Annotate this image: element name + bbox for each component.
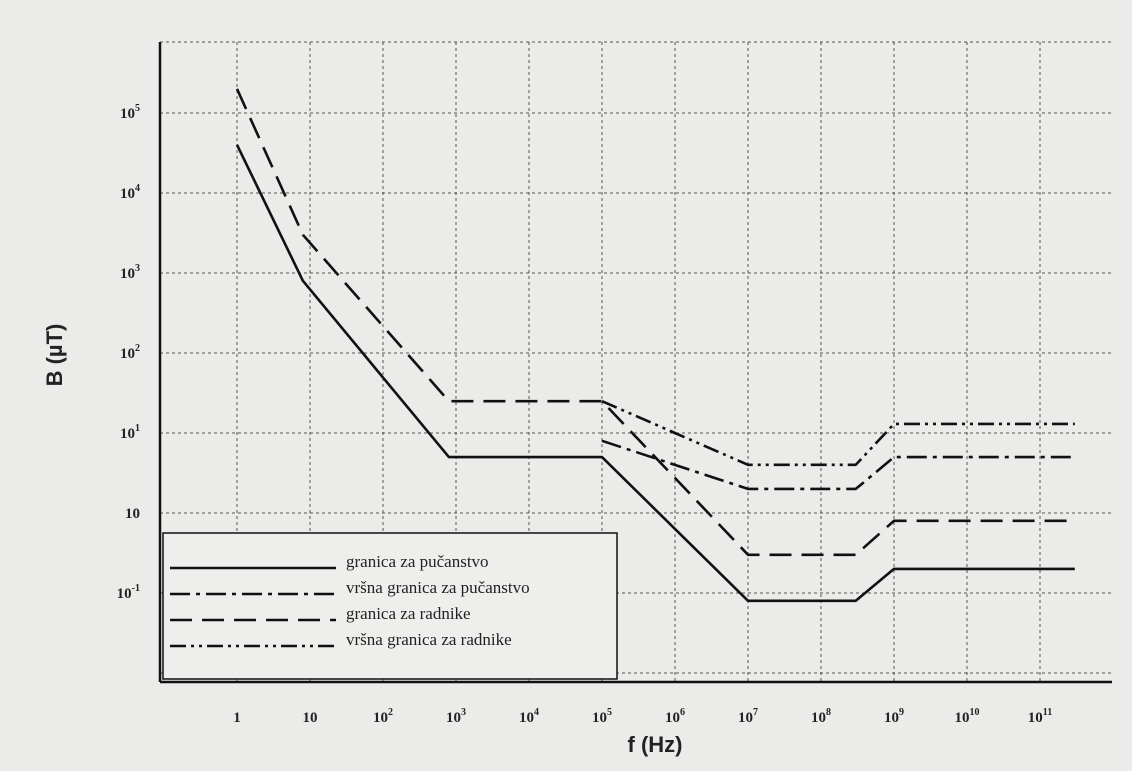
axes [158, 42, 1112, 684]
legend-box [162, 532, 618, 680]
legend: granica za pučanstvo vršna granica za puč… [162, 532, 618, 680]
x-tick-label: 104 [519, 707, 539, 726]
series-line-1 [235, 144, 1075, 603]
x-tick-label: 1010 [955, 707, 980, 726]
x-tick-label: 109 [884, 707, 904, 726]
grid [160, 41, 1112, 682]
x-tick-label: 107 [738, 707, 758, 726]
tick-labels: 1 10 102 103 104 105 106 107 108 109 1010 1011 10-1 1… [117, 103, 1053, 726]
x-tick-label: 1 [233, 710, 241, 726]
series-line-3 [235, 88, 1075, 557]
x-axis-title: f (Hz) [628, 732, 683, 757]
x-tick-label: 106 [665, 707, 685, 726]
y-tick-label: 10 [125, 506, 140, 522]
y-tick-label: 105 [120, 103, 140, 122]
x-tick-label: 10 [303, 710, 318, 726]
x-tick-label: 105 [592, 707, 612, 726]
x-tick-label: 102 [373, 707, 393, 726]
y-tick-label: 102 [120, 343, 140, 362]
legend-label: vršna granica za radnike [346, 630, 512, 649]
legend-label: granica za pučanstvo [346, 552, 489, 571]
series-line-4 [601, 400, 1075, 467]
series-lines [235, 88, 1075, 603]
y-tick-label: 104 [120, 183, 140, 202]
y-tick-label: 10-1 [117, 583, 140, 602]
y-tick-label: 101 [120, 423, 140, 442]
legend-label: vršna granica za pučanstvo [346, 578, 530, 597]
legend-label: granica za radnike [346, 604, 471, 623]
y-axis-title: B (µT) [42, 324, 67, 387]
series-line-2 [601, 439, 1075, 491]
y-tick-label: 103 [120, 263, 140, 282]
x-tick-label: 108 [811, 707, 831, 726]
x-tick-label: 1011 [1028, 707, 1052, 726]
x-tick-label: 103 [446, 707, 466, 726]
